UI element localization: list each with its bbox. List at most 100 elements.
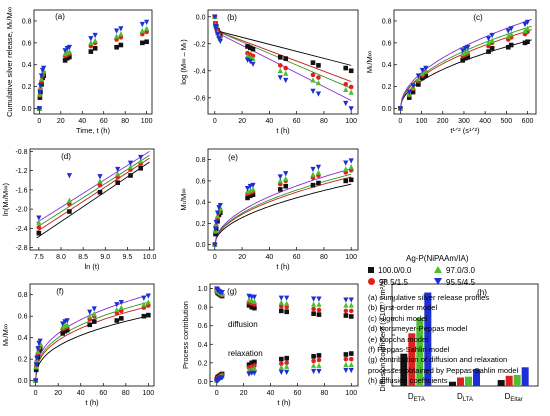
y-axis-label: Mₜ/M∞ [365, 51, 374, 73]
data-point [406, 89, 412, 96]
note-f: (f) Peppas-Sahlin model [368, 345, 450, 355]
data-point [343, 367, 349, 374]
data-point [244, 53, 251, 59]
series-s3 [36, 158, 144, 225]
label-main: D [408, 392, 414, 401]
data-point [67, 202, 72, 207]
y-tick-label: 0.0 [18, 378, 28, 385]
x-tick-label: 40 [265, 118, 273, 125]
data-point [213, 220, 219, 226]
axis-ticks: 0 100 200 300 400 500 600 0.0 0.2 0.4 0.6 0.8 [382, 18, 534, 125]
data-point [423, 65, 429, 71]
x-axis-label: t (h) [277, 398, 291, 407]
data-point [284, 360, 289, 366]
data-point [348, 68, 354, 74]
y-tick-label: 0.2 [22, 84, 32, 91]
data-point [250, 186, 256, 192]
plot-frame [209, 283, 359, 387]
data-point [214, 32, 221, 38]
y-tick-label: -1.2 [15, 168, 27, 175]
fit-curve [35, 294, 149, 381]
data-point [315, 169, 322, 175]
data-point [310, 72, 316, 78]
x-tick-label: 20 [57, 118, 65, 125]
fit-curve [214, 183, 352, 245]
x-tick-label: 60 [99, 390, 107, 397]
x-tick-label: 7.5 [34, 254, 44, 261]
data-point [505, 33, 511, 39]
data-point [343, 86, 349, 92]
series-s2 [214, 356, 354, 383]
plot-area [33, 293, 151, 384]
data-point [277, 177, 283, 184]
data-point [246, 303, 252, 308]
plot-area [36, 19, 150, 112]
series-s3 [33, 299, 151, 383]
x-tick-label: 500 [500, 118, 512, 125]
chart-panel-h: (h) Diffusion coefficient (x 10⁻⁷ cm²/s) D… [378, 278, 539, 403]
data-point [525, 39, 530, 45]
data-point [36, 215, 42, 221]
x-tick-label: 0 [37, 118, 41, 125]
bar [449, 381, 456, 386]
y-tick-label: 0.0 [196, 242, 206, 249]
bar [400, 353, 408, 386]
fit-curve [35, 301, 149, 381]
data-point [144, 25, 150, 31]
data-point [114, 318, 120, 323]
data-point [310, 88, 316, 94]
series-s3 [397, 25, 531, 111]
data-point [92, 37, 98, 43]
x-tick-label: 100 [345, 118, 357, 125]
data-point [505, 44, 511, 50]
data-point [118, 42, 124, 48]
x-tick-label: 10.0 [143, 254, 157, 261]
data-point [505, 28, 511, 34]
data-point [460, 48, 466, 54]
data-point [283, 171, 289, 177]
data-point [343, 100, 349, 107]
data-point [310, 77, 316, 83]
data-point [114, 33, 120, 39]
data-point [348, 308, 354, 314]
data-point [343, 361, 349, 367]
data-point [66, 173, 73, 179]
data-point [343, 166, 349, 172]
panel-label: (c) [473, 13, 483, 22]
y-tick-label: 0.6 [18, 314, 28, 321]
data-point [37, 89, 43, 96]
plot-frame [207, 148, 359, 251]
data-point [508, 42, 514, 48]
y-tick-label: -0.4 [193, 68, 205, 75]
bar [521, 367, 529, 386]
y-tick-label: -0.2 [193, 41, 205, 48]
data-point [91, 306, 97, 312]
y-tick-label: 0.2 [196, 221, 206, 228]
data-point [315, 80, 322, 86]
data-point [348, 177, 354, 183]
data-point [138, 158, 144, 164]
label-subscript: ETA [414, 397, 425, 403]
data-point [348, 164, 354, 170]
data-point [278, 364, 284, 370]
data-point [316, 362, 322, 368]
data-point [348, 89, 354, 95]
data-point [277, 75, 283, 81]
chart-panel-g: 0 20 40 60 80 100 0.0 0.2 0.4 0.6 0.8 1.0 t (h) Proce… [181, 283, 359, 407]
bar [505, 375, 513, 386]
data-point [311, 306, 316, 312]
data-point [316, 301, 322, 307]
data-point [311, 301, 317, 307]
data-point [87, 313, 93, 319]
data-point [36, 106, 42, 112]
data-point [348, 158, 354, 164]
legend-entry-2: 97.0/3.0 [434, 266, 475, 275]
data-point [283, 175, 289, 182]
plot-frame [33, 9, 153, 115]
series-s4 [397, 19, 531, 112]
data-point [119, 316, 124, 321]
x-tick-label: 100 [345, 390, 357, 397]
y-tick-label: 0.4 [18, 335, 28, 342]
data-point [64, 318, 70, 324]
data-point [485, 39, 492, 46]
